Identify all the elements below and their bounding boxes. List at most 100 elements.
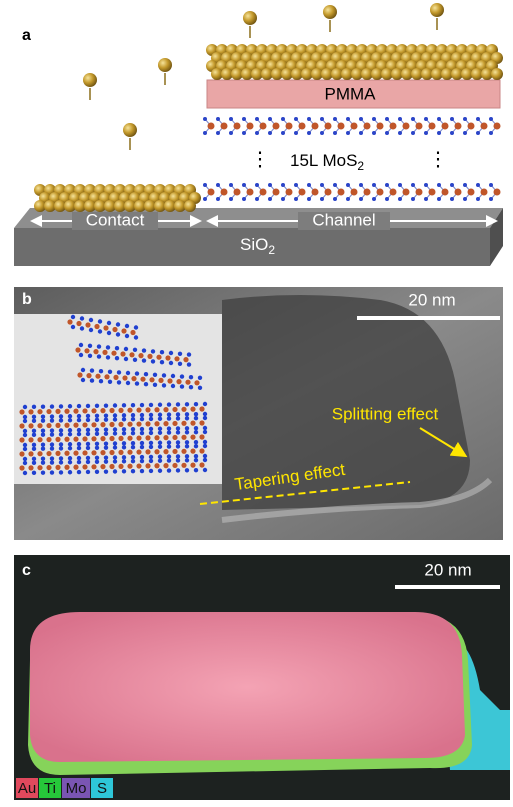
mo-atom xyxy=(272,188,280,196)
s-atom xyxy=(87,353,93,358)
mo-atom xyxy=(376,188,384,196)
mo-atom xyxy=(324,188,332,196)
mo-atom xyxy=(350,188,358,196)
s-atom xyxy=(88,327,94,333)
gold-ball xyxy=(74,200,86,212)
s-atom xyxy=(159,360,165,365)
mo-atom xyxy=(285,188,293,196)
s-atom xyxy=(139,454,145,460)
s-atom xyxy=(116,370,122,375)
splitting-label: Splitting effect xyxy=(332,404,439,423)
mo-atom xyxy=(100,464,106,470)
s-atom xyxy=(166,458,172,463)
s-atom xyxy=(31,428,37,434)
s-atom xyxy=(333,197,337,201)
mo-atom xyxy=(402,122,410,130)
s-atom xyxy=(320,183,324,187)
mo-atom xyxy=(493,188,501,196)
mo-atom xyxy=(103,325,109,331)
mo-atom xyxy=(109,407,115,414)
s-atom xyxy=(476,197,480,201)
s-atom xyxy=(188,375,194,380)
s-atom xyxy=(31,404,37,410)
s-atom xyxy=(31,418,37,424)
mo-atom xyxy=(109,435,115,442)
mo-atom xyxy=(127,421,133,427)
s-atom xyxy=(89,368,95,373)
s-atom xyxy=(94,455,100,460)
mo-atom xyxy=(181,420,187,426)
s-atom xyxy=(148,440,154,446)
mo-atom xyxy=(100,422,106,428)
s-atom xyxy=(193,467,199,473)
legend-swatch xyxy=(16,778,38,798)
s-atom xyxy=(112,403,118,408)
falling-ball xyxy=(158,58,172,72)
s-atom xyxy=(22,442,28,448)
s-atom xyxy=(31,460,37,466)
mo-atom xyxy=(100,408,106,414)
falling-ball xyxy=(323,5,337,19)
legend-label: S xyxy=(97,780,107,797)
falling-ball xyxy=(430,3,444,17)
mo-atom xyxy=(37,465,43,471)
s-atom xyxy=(103,427,109,432)
s-atom xyxy=(76,413,82,419)
contact-label: Contact xyxy=(86,210,145,229)
mo-atom xyxy=(176,379,182,385)
splitting-arrow xyxy=(419,427,468,458)
mo-atom xyxy=(77,372,83,378)
s-atom xyxy=(22,414,28,420)
s-atom xyxy=(398,117,402,121)
s-atom xyxy=(31,446,37,452)
mo-atom xyxy=(46,464,52,471)
s-atom xyxy=(121,403,127,408)
s-atom xyxy=(294,183,298,187)
s-atom xyxy=(148,430,154,436)
s-atom xyxy=(193,439,199,445)
s-atom xyxy=(116,380,122,385)
mo-atom xyxy=(181,462,187,468)
s-atom xyxy=(49,456,55,461)
electrode-cross-section xyxy=(222,295,470,510)
s-atom xyxy=(385,131,389,135)
s-atom xyxy=(184,430,190,435)
s-atom xyxy=(49,446,55,451)
s-atom xyxy=(87,343,93,348)
s-atom xyxy=(166,468,172,473)
s-atom xyxy=(31,470,37,476)
s-atom xyxy=(202,453,208,459)
gold-ball xyxy=(64,200,76,212)
gold-ball xyxy=(251,68,263,80)
mo-atom xyxy=(190,448,196,454)
inset xyxy=(14,314,222,484)
au-region xyxy=(30,612,465,762)
s-atom xyxy=(152,382,158,387)
mo-atom xyxy=(199,434,205,440)
s-atom xyxy=(175,402,181,407)
s-atom xyxy=(294,131,298,135)
mo-atom xyxy=(19,465,25,471)
s-atom xyxy=(40,414,46,419)
s-atom xyxy=(307,117,311,121)
s-atom xyxy=(489,117,493,121)
s-atom xyxy=(184,412,190,417)
mo-atom xyxy=(55,422,61,428)
s-atom xyxy=(70,324,76,330)
s-atom xyxy=(184,426,190,431)
mo-atom xyxy=(480,122,488,130)
s-atom xyxy=(437,131,441,135)
legend-swatch xyxy=(39,778,61,798)
mos2-layers xyxy=(203,117,501,201)
mo-atom xyxy=(136,435,142,441)
s-atom xyxy=(463,197,467,201)
mo-atom xyxy=(199,462,205,468)
gold-ball xyxy=(421,68,433,80)
s-atom xyxy=(193,443,199,449)
mo-atom xyxy=(311,122,319,130)
s-atom xyxy=(193,453,199,459)
s-atom xyxy=(159,350,165,355)
s-atom xyxy=(58,470,64,475)
gold-ball xyxy=(211,68,223,80)
s-atom xyxy=(67,456,73,461)
